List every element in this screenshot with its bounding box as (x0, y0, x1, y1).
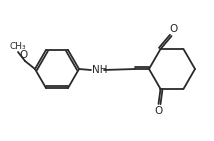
Text: CH₃: CH₃ (10, 42, 26, 51)
Text: O: O (154, 106, 163, 116)
Text: O: O (169, 24, 178, 34)
Text: O: O (20, 50, 28, 60)
Text: NH: NH (92, 65, 107, 75)
